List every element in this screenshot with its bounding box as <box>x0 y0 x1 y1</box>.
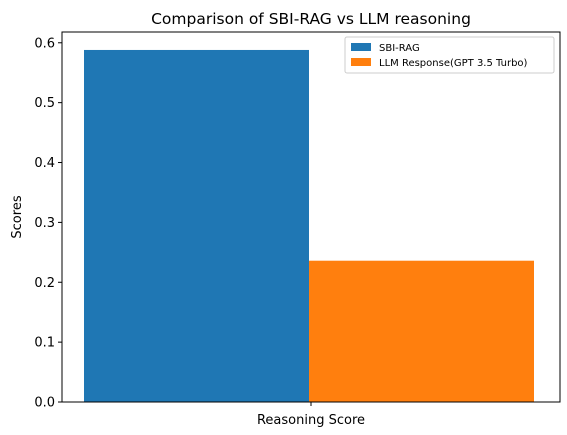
y-tick-label: 0.2 <box>34 276 55 291</box>
y-tick-label: 0.4 <box>34 156 55 171</box>
legend-swatch <box>351 43 371 51</box>
legend-frame <box>344 36 555 74</box>
y-tick-label: 0.1 <box>34 336 55 351</box>
legend-entry-label: LLM Response(GPT 3.5 Turbo) <box>379 58 528 69</box>
x-axis: Reasoning Score <box>257 402 365 428</box>
y-tick-label: 0.5 <box>34 96 55 111</box>
x-tick-label: Reasoning Score <box>257 413 365 428</box>
bar-series-0-cat-0 <box>84 49 309 402</box>
y-tick-label: 0.0 <box>34 396 55 411</box>
y-axis-label: Scores <box>10 195 25 238</box>
y-tick-label: 0.3 <box>34 216 55 231</box>
plot-frame <box>61 31 561 403</box>
legend: SBI-RAG LLM Response(GPT 3.5 Turbo) <box>344 36 555 74</box>
bars <box>84 49 534 402</box>
legend-entry-label: SBI-RAG <box>379 43 420 54</box>
chart-title: Comparison of SBI-RAG vs LLM reasoning <box>151 10 471 28</box>
y-tick-label: 0.6 <box>34 36 55 51</box>
y-axis: 0.0 0.1 0.2 0.3 0.4 0.5 0.6 <box>34 36 62 411</box>
bar-series-1-cat-0 <box>309 260 534 402</box>
legend-swatch <box>351 58 371 66</box>
